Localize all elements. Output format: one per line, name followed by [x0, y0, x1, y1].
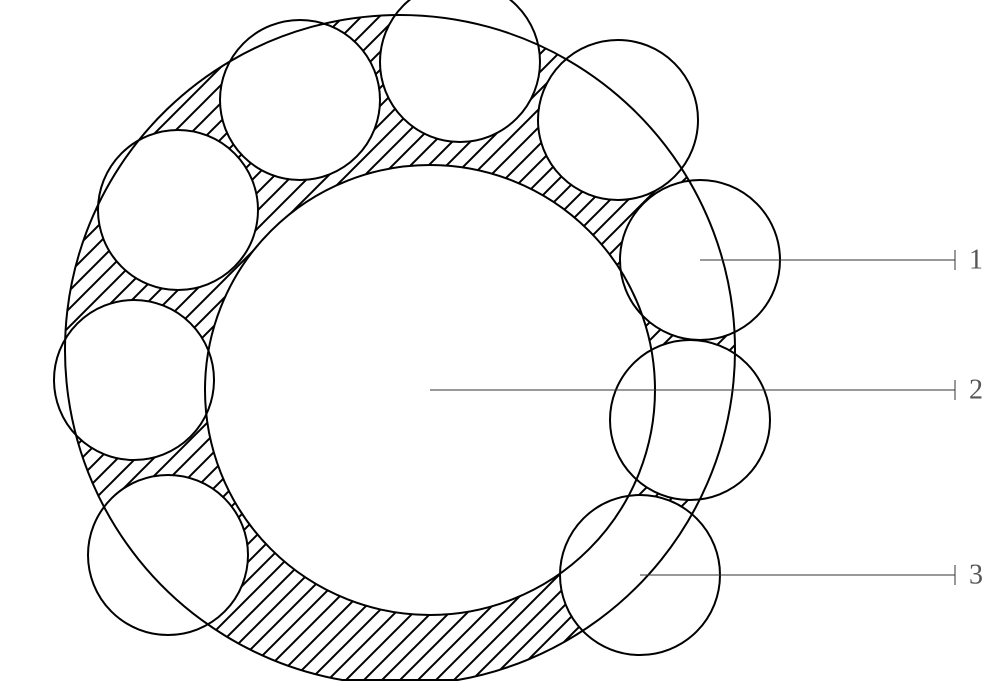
hatched-body [0, 0, 1000, 693]
bearing-cross-section-diagram: 1 2 3 [0, 0, 1000, 693]
callout-label-1: 1 [969, 244, 983, 275]
callout-label-2: 2 [969, 374, 983, 405]
callout-label-3: 3 [969, 559, 983, 590]
